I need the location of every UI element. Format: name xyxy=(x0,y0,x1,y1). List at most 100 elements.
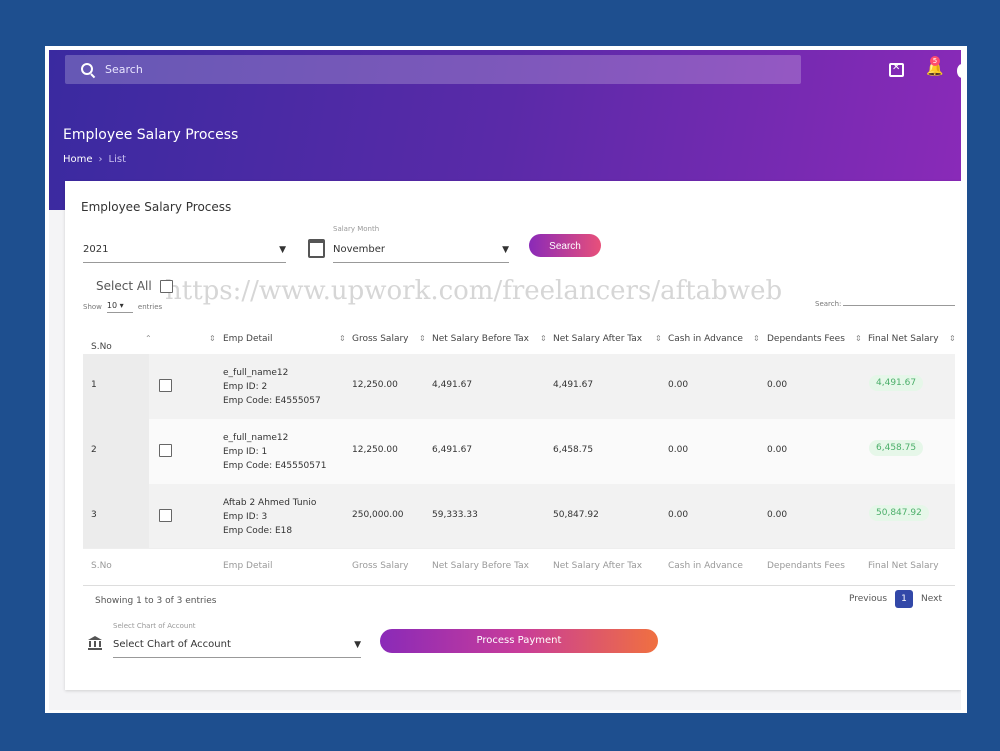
table-row: 1 e_full_name12 Emp ID: 2 Emp Code: E455… xyxy=(83,354,955,419)
row-checkbox[interactable] xyxy=(159,379,172,392)
gross-salary: 12,250.00 xyxy=(352,445,398,455)
sort-icon[interactable]: ⇕ xyxy=(855,334,862,343)
table-info: Showing 1 to 3 of 3 entries xyxy=(95,596,217,606)
emp-name: e_full_name12 xyxy=(223,368,289,378)
pagination: Previous 1 Next xyxy=(849,590,942,608)
process-payment-button[interactable]: Process Payment xyxy=(380,629,658,653)
month-value: November xyxy=(333,244,386,255)
select-all-checkbox[interactable] xyxy=(159,279,173,293)
cash-advance: 0.00 xyxy=(668,380,689,390)
sort-asc-icon[interactable]: ⌃ xyxy=(145,334,152,343)
sort-icon[interactable]: ⇕ xyxy=(419,334,426,343)
notification-badge: 5 xyxy=(930,56,940,66)
global-search-bar[interactable]: Search xyxy=(65,55,801,84)
emp-name: e_full_name12 xyxy=(223,433,289,443)
emp-detail: e_full_name12 Emp ID: 1 Emp Code: E45550… xyxy=(223,431,326,473)
sno-cell xyxy=(83,354,149,419)
sort-icon[interactable]: ⇕ xyxy=(655,334,662,343)
sort-icon[interactable]: ⇕ xyxy=(339,334,346,343)
foot-dependants: Dependants Fees xyxy=(767,561,845,571)
emp-detail: e_full_name12 Emp ID: 2 Emp Code: E45550… xyxy=(223,366,321,408)
calendar-icon xyxy=(308,239,325,258)
table-search-input[interactable] xyxy=(843,304,955,306)
final-net-salary-badge: 6,458.75 xyxy=(869,440,924,456)
pager-page-1[interactable]: 1 xyxy=(895,590,914,608)
emp-detail: Aftab 2 Ahmed Tunio Emp ID: 3 Emp Code: … xyxy=(223,496,316,538)
gross-salary: 12,250.00 xyxy=(352,380,398,390)
final-net-salary-badge: 50,847.92 xyxy=(869,505,929,521)
sort-icon[interactable]: ⇕ xyxy=(209,334,216,343)
sno-cell xyxy=(83,484,149,549)
sort-icon[interactable]: ⇕ xyxy=(753,334,760,343)
emp-id: Emp ID: 1 xyxy=(223,447,268,457)
sort-icon[interactable]: ⇕ xyxy=(540,334,547,343)
gross-salary: 250,000.00 xyxy=(352,510,404,520)
caret-down-icon: ▼ xyxy=(502,245,509,255)
breadcrumb: Home › List xyxy=(63,154,126,165)
row-checkbox[interactable] xyxy=(159,509,172,522)
select-all[interactable]: Select All xyxy=(96,279,173,293)
cash-advance: 0.00 xyxy=(668,445,689,455)
breadcrumb-current: List xyxy=(108,154,127,165)
row-checkbox[interactable] xyxy=(159,444,172,457)
pager-previous[interactable]: Previous xyxy=(849,594,888,604)
year-value: 2021 xyxy=(83,244,109,255)
net-after-tax: 50,847.92 xyxy=(553,510,599,520)
dependants-fees: 0.00 xyxy=(767,510,788,520)
net-after-tax: 6,458.75 xyxy=(553,445,594,455)
caret-down-icon: ▼ xyxy=(354,640,361,650)
show-label: Show xyxy=(83,302,102,311)
col-header-gross-salary[interactable]: Gross Salary xyxy=(352,334,409,344)
breadcrumb-separator: › xyxy=(98,154,103,165)
foot-net-after-tax: Net Salary After Tax xyxy=(553,561,643,571)
chart-of-account-label: Select Chart of Account xyxy=(113,622,196,630)
net-before-tax: 4,491.67 xyxy=(432,380,473,390)
chart-of-account-select[interactable]: Select Chart of Account ▼ xyxy=(113,633,361,658)
foot-cash-advance: Cash in Advance xyxy=(668,561,743,571)
entries-label: entries xyxy=(137,302,163,311)
col-header-emp-detail[interactable]: Emp Detail xyxy=(223,334,273,344)
emp-id: Emp ID: 3 xyxy=(223,512,268,522)
watermark: https://www.upwork.com/freelancers/aftab… xyxy=(165,276,783,306)
table-footer: S.No Emp Detail Gross Salary Net Salary … xyxy=(83,548,955,586)
entries-select[interactable]: 10 ▾ xyxy=(106,300,133,313)
avatar[interactable] xyxy=(957,64,961,78)
col-header-cash-advance[interactable]: Cash in Advance xyxy=(668,334,743,344)
page-title: Employee Salary Process xyxy=(63,127,239,143)
select-all-label: Select All xyxy=(96,279,152,293)
entries-value: 10 xyxy=(106,301,118,310)
cash-advance: 0.00 xyxy=(668,510,689,520)
emp-code: Emp Code: E18 xyxy=(223,526,293,536)
emp-code: Emp Code: E45550571 xyxy=(223,461,327,471)
sno-cell xyxy=(83,419,149,484)
sort-icon[interactable]: ⇕ xyxy=(949,334,956,343)
year-select[interactable]: 2021 ▼ xyxy=(83,238,286,263)
col-header-final-net[interactable]: Final Net Salary xyxy=(868,334,939,344)
caret-down-icon: ▼ xyxy=(279,245,286,255)
net-before-tax: 6,491.67 xyxy=(432,445,473,455)
col-header-dependants[interactable]: Dependants Fees xyxy=(767,334,845,344)
dependants-fees: 0.00 xyxy=(767,445,788,455)
salary-process-card: Employee Salary Process 2021 ▼ Salary Mo… xyxy=(65,181,961,690)
net-after-tax: 4,491.67 xyxy=(553,380,594,390)
foot-emp-detail: Emp Detail xyxy=(223,561,273,571)
chart-of-account-value: Select Chart of Account xyxy=(113,639,231,650)
foot-final-net: Final Net Salary xyxy=(868,561,939,571)
search-button[interactable]: Search xyxy=(529,234,601,257)
foot-sno: S.No xyxy=(91,561,112,571)
col-header-net-before-tax[interactable]: Net Salary Before Tax xyxy=(432,334,529,344)
salary-month-select[interactable]: November ▼ xyxy=(333,238,509,263)
app-window: Search 🔔 5 Employee Salary Process Home … xyxy=(49,50,961,710)
fullscreen-icon[interactable] xyxy=(889,62,904,77)
bell-icon[interactable]: 🔔 xyxy=(926,61,944,77)
bank-icon xyxy=(88,636,102,650)
global-search-placeholder: Search xyxy=(105,63,143,76)
breadcrumb-home[interactable]: Home xyxy=(63,154,93,165)
foot-net-before-tax: Net Salary Before Tax xyxy=(432,561,529,571)
emp-name: Aftab 2 Ahmed Tunio xyxy=(223,498,317,508)
col-header-net-after-tax[interactable]: Net Salary After Tax xyxy=(553,334,643,344)
pager-next[interactable]: Next xyxy=(921,594,943,604)
table-header: S.No ⌃ ⇕ Emp Detail ⇕ Gross Salary ⇕ Net… xyxy=(91,334,956,352)
emp-id: Emp ID: 2 xyxy=(223,382,268,392)
foot-gross-salary: Gross Salary xyxy=(352,561,409,571)
